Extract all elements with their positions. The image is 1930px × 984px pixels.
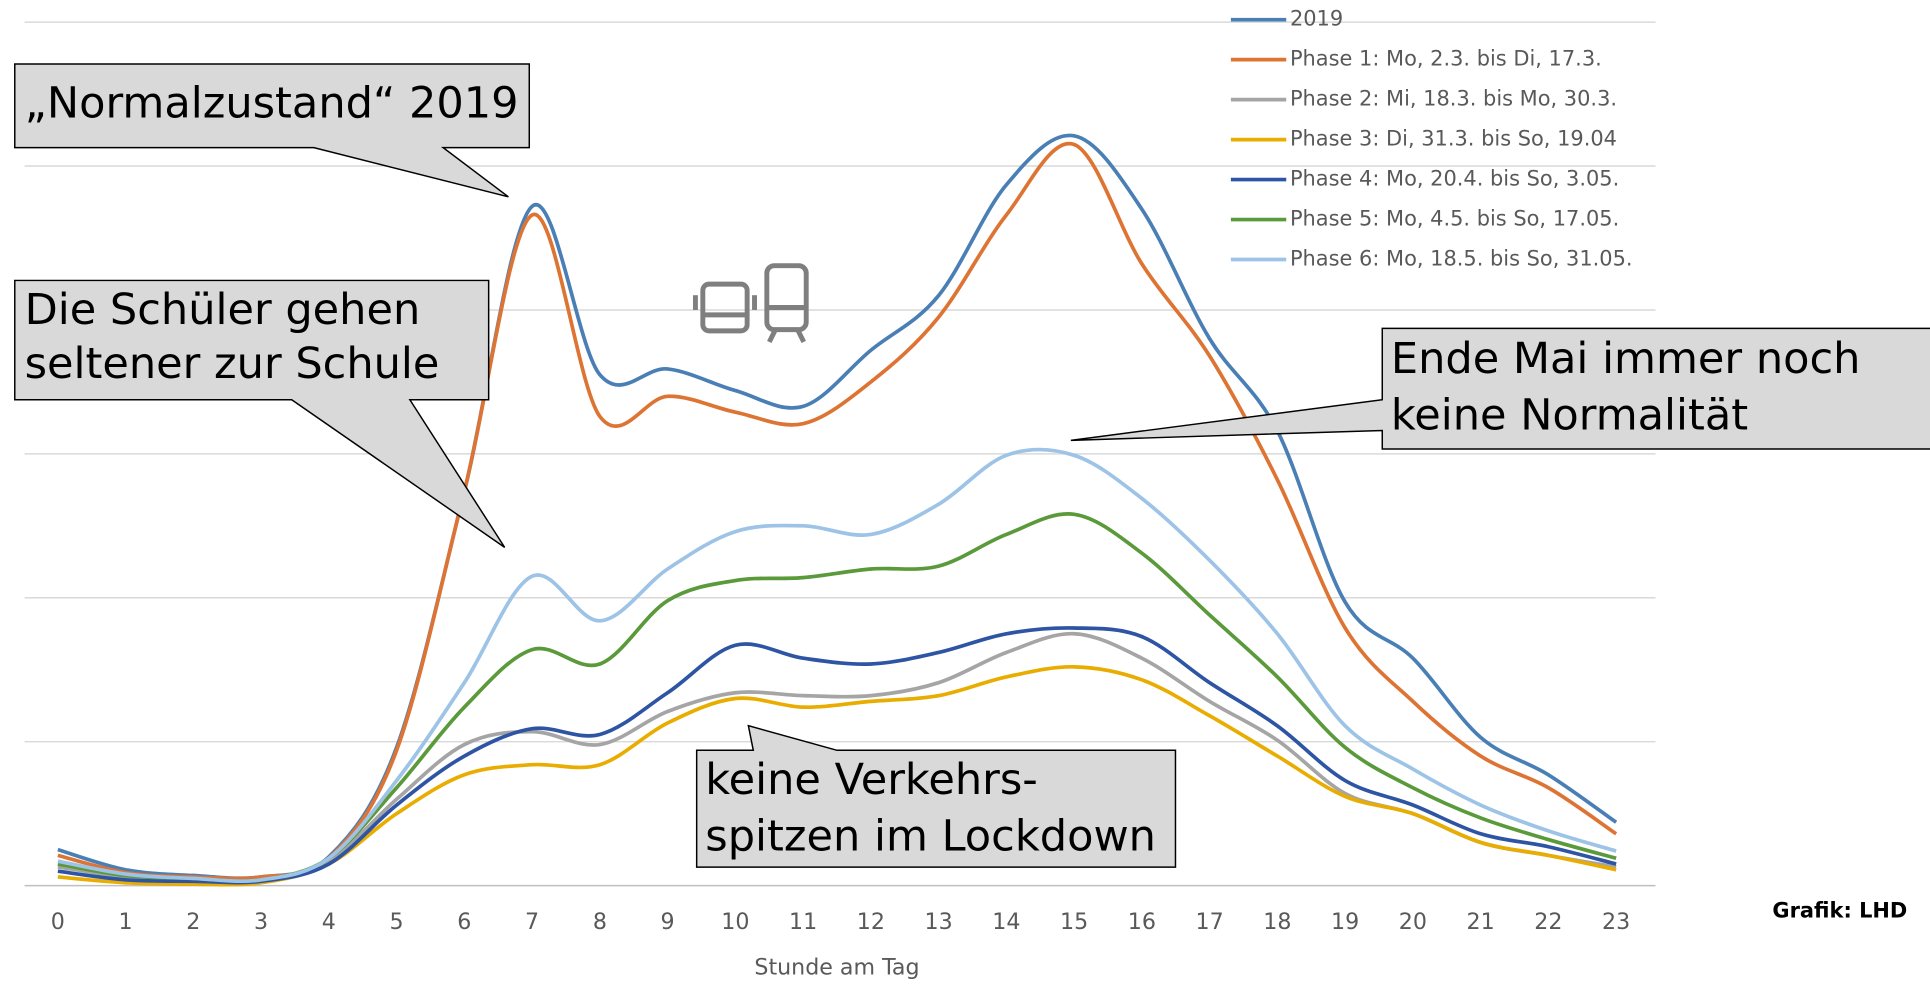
x-tick-label: 0 [51, 909, 65, 935]
x-tick-label: 11 [789, 909, 817, 935]
x-tick-label: 7 [525, 909, 539, 935]
annotation: keine Verkehrs- [705, 755, 1038, 805]
callout-box [14, 63, 531, 198]
x-tick-label: 13 [925, 909, 953, 935]
legend-label: Phase 4: Mo, 20.4. bis So, 3.05. [1290, 167, 1619, 191]
callout-box [695, 724, 1177, 868]
annotation: Die Schüler gehen [25, 285, 421, 335]
callout-box [14, 279, 506, 548]
grid: 0 1 2 3 4 5 6 7 8 9 10 11 12 13 14 15 16 17 18 19 20 21 22 23 [24, 21, 1656, 935]
lines [57, 133, 1618, 887]
x-tick-label: 14 [992, 909, 1020, 935]
series-line [57, 631, 1617, 885]
x-tick-label: 22 [1534, 909, 1562, 935]
x-tick-label: 8 [593, 909, 607, 935]
x-tick-label: 4 [322, 909, 336, 935]
annotation: spitzen im Lockdown [705, 811, 1156, 861]
x-tick-label: 6 [457, 909, 471, 935]
x-tick-label: 18 [1263, 909, 1291, 935]
x-tick-label: 9 [661, 909, 675, 935]
x-tick-label: 16 [1128, 909, 1156, 935]
x-tick-label: 5 [390, 909, 404, 935]
legend-label: Phase 2: Mi, 18.3. bis Mo, 30.3. [1290, 87, 1617, 111]
legend-label: Phase 3: Di, 31.3. bis So, 19.04 [1290, 127, 1617, 151]
legend-label: Phase 6: Mo, 18.5. bis So, 31.05. [1290, 247, 1633, 271]
callout-box [1070, 327, 1930, 450]
legend-label: 2019 [1290, 7, 1343, 31]
annotation: „Normalzustand“ 2019 [25, 78, 519, 128]
x-tick-label: 21 [1467, 909, 1495, 935]
legend-label: Phase 1: Mo, 2.3. bis Di, 17.3. [1290, 47, 1602, 71]
x-tick-label: 12 [857, 909, 885, 935]
series-line [57, 447, 1617, 884]
x-tick-label: 19 [1331, 909, 1359, 935]
x-tick-label: 3 [254, 909, 268, 935]
callouts [14, 63, 1930, 868]
x-axis-label: Stunde am Tag [754, 955, 919, 981]
x-tick-label: 20 [1399, 909, 1427, 935]
transit-icon [692, 263, 809, 344]
legend-label: Phase 5: Mo, 4.5. bis So, 17.05. [1290, 207, 1619, 231]
x-tick-label: 23 [1602, 909, 1630, 935]
annotation: seltener zur Schule [25, 339, 440, 389]
x-tick-label: 17 [1196, 909, 1224, 935]
x-tick-label: 2 [186, 909, 200, 935]
series-line [57, 626, 1617, 885]
legend: 2019 Phase 1: Mo, 2.3. bis Di, 17.3. Phase… [1230, 7, 1633, 271]
x-tick-label: 15 [1060, 909, 1088, 935]
annotation: Ende Mai immer noch [1391, 334, 1861, 384]
series-line [57, 141, 1618, 881]
x-tick-label: 1 [119, 909, 133, 935]
source: Grafik: LHD [1772, 898, 1907, 922]
x-tick-label: 10 [721, 909, 749, 935]
annotation: keine Normalität [1391, 391, 1748, 441]
